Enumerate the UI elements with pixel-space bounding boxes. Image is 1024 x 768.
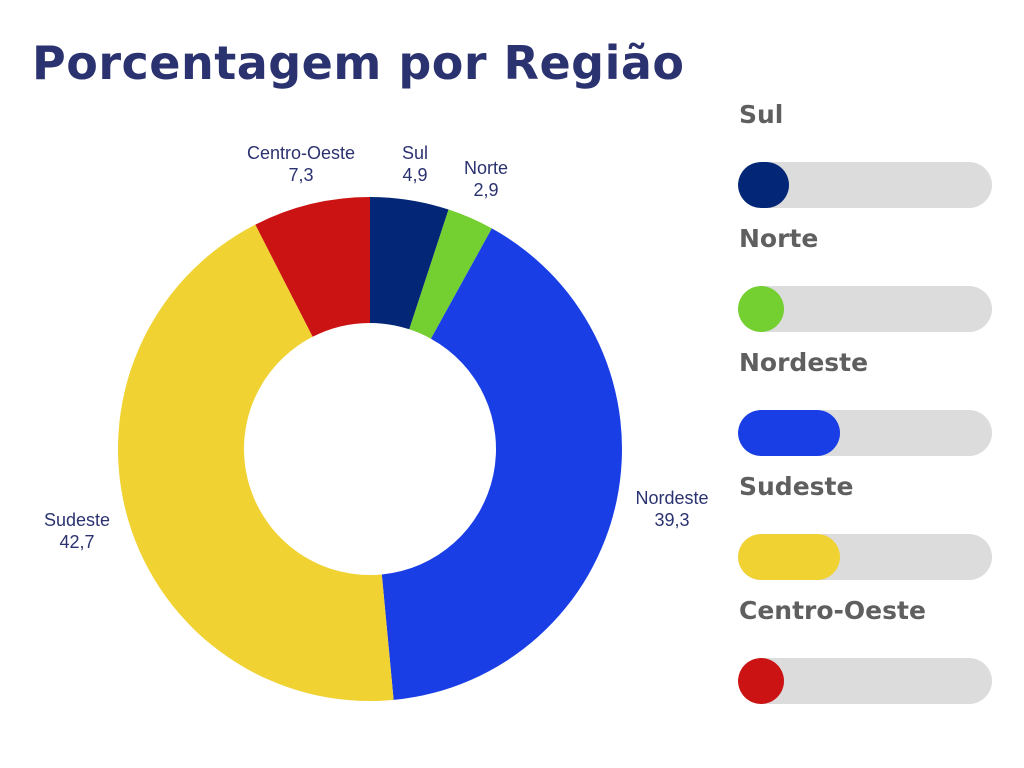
slice-label-value: 2,9 — [473, 180, 499, 200]
legend-item-sul: Sul — [738, 100, 994, 210]
legend-bar-track — [738, 658, 992, 704]
slice-label-centro-oeste: Centro-Oeste 7,3 — [247, 142, 355, 186]
slice-label-value: 7,3 — [288, 165, 314, 185]
slice-label-value: 39,3 — [654, 510, 690, 530]
slice-label-sul: Sul 4,9 — [402, 142, 428, 186]
legend-bar-track — [738, 534, 992, 580]
slice-label-norte: Norte 2,9 — [464, 157, 508, 201]
legend-label: Nordeste — [739, 348, 869, 377]
legend-bar-fill — [738, 658, 784, 704]
legend-item-sudeste: Sudeste — [738, 472, 994, 582]
slice-label-name: Centro-Oeste — [246, 143, 356, 163]
slice-label-name: Sul — [401, 143, 429, 163]
slice-sudeste — [118, 224, 394, 701]
legend-item-norte: Norte — [738, 224, 994, 334]
legend-item-nordeste: Nordeste — [738, 348, 994, 458]
slice-norte — [409, 209, 492, 339]
slice-sul — [370, 197, 449, 330]
slice-nordeste — [381, 228, 623, 700]
legend-bar-track — [738, 286, 992, 332]
slice-label-name: Norte — [463, 158, 509, 178]
slice-label-value: 4,9 — [402, 165, 428, 185]
slice-centro-oeste — [255, 197, 370, 337]
slice-label-value: 42,7 — [59, 532, 95, 552]
legend-label: Centro-Oeste — [739, 596, 926, 625]
chart-title: Porcentagem por Região — [32, 36, 685, 90]
legend-bar-track — [738, 410, 992, 456]
slice-label-nordeste: Nordeste 39,3 — [635, 487, 708, 531]
legend-label: Norte — [739, 224, 819, 253]
slice-label-sudeste: Sudeste 42,7 — [44, 509, 110, 553]
slice-label-name: Nordeste — [635, 488, 709, 508]
legend-item-centro-oeste: Centro-Oeste — [738, 596, 994, 706]
legend-bar-fill — [738, 162, 789, 208]
legend-bar-fill — [738, 534, 840, 580]
legend-label: Sul — [739, 100, 784, 129]
legend-label: Sudeste — [739, 472, 854, 501]
legend-bar-track — [738, 162, 992, 208]
slice-label-name: Sudeste — [43, 510, 111, 530]
legend-bar-fill — [738, 286, 784, 332]
legend-bar-fill — [738, 410, 840, 456]
